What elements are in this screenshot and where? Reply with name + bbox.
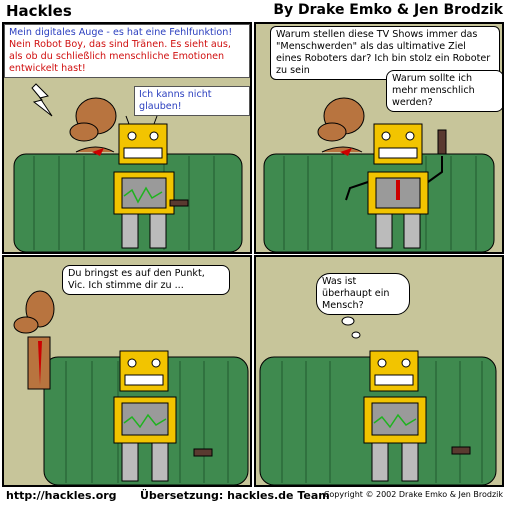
panel-3: Du bringst es auf den Punkt, Vic. Ich st… (2, 255, 252, 487)
robot (363, 350, 471, 482)
caption-box-2: Ich kanns nicht glauben! (134, 86, 250, 116)
comic-title: Hackles (6, 2, 72, 20)
panel-4: Was ist überhaupt ein Mensch? (254, 255, 504, 487)
speech-bubble-dog: Du bringst es auf den Punkt, Vic. Ich st… (62, 265, 230, 295)
comic-footer: http://hackles.org Übersetzung: hackles.… (0, 487, 511, 507)
panel-2-art (263, 97, 495, 252)
speech-bubble-robot-2: Warum sollte ich mehr menschlich werden? (386, 70, 502, 112)
robot (113, 115, 189, 249)
panel-2: Warum stellen diese TV Shows immer das "… (254, 22, 504, 254)
robot (345, 123, 447, 249)
panel-3-art (13, 290, 249, 485)
dog (317, 97, 365, 156)
robot (113, 350, 213, 482)
caption-dog-line: Nein Robot Boy, das sind Tränen. Es sieh… (9, 39, 231, 74)
copyright-notice: Copyright © 2002 Drake Emko & Jen Brodzi… (323, 490, 503, 499)
dog (69, 97, 117, 156)
panel-4-art (259, 316, 497, 485)
site-url[interactable]: http://hackles.org (6, 489, 117, 502)
panel-1-art (13, 83, 243, 252)
caption-box-1: Mein digitales Auge - es hat eine Fehlfu… (4, 24, 250, 78)
translation-credit: Übersetzung: hackles.de Team (140, 489, 330, 502)
comic-byline: By Drake Emko & Jen Brodzik (273, 2, 503, 18)
dog (13, 290, 55, 390)
comic-header: Hackles By Drake Emko & Jen Brodzik (0, 0, 511, 20)
caption-robot-line: Mein digitales Auge - es hat eine Fehlfu… (9, 27, 233, 38)
panel-1: Mein digitales Auge - es hat eine Fehlfu… (2, 22, 252, 254)
thought-bubble-robot: Was ist überhaupt ein Mensch? (316, 273, 410, 315)
